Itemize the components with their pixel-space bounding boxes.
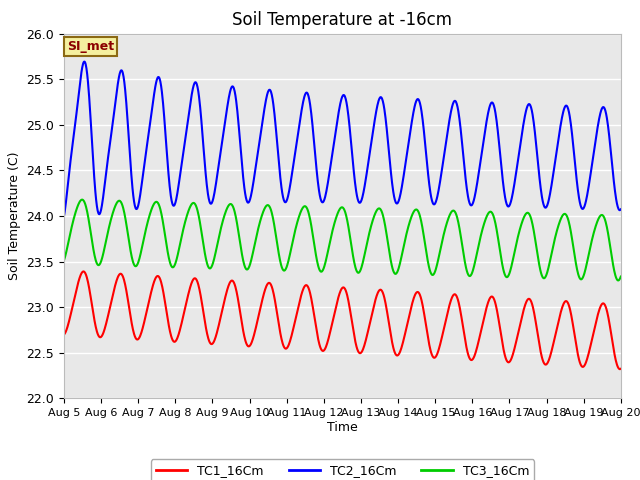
TC3_16Cm [184, 209, 192, 215]
TC1_16Cm [429, 354, 437, 360]
TC1_16Cm [184, 292, 192, 298]
TC3_16Cm [78, 197, 86, 203]
TC2_16Cm [184, 115, 192, 121]
TC1_16Cm [617, 366, 625, 372]
X-axis label: Time: Time [327, 421, 358, 434]
TC1_16Cm [246, 342, 254, 348]
TC2_16Cm [246, 195, 254, 201]
Line: TC3_16Cm: TC3_16Cm [64, 200, 621, 280]
Line: TC2_16Cm: TC2_16Cm [64, 61, 621, 216]
TC2_16Cm [502, 198, 509, 204]
TC1_16Cm [616, 366, 624, 372]
TC3_16Cm [614, 277, 622, 283]
TC1_16Cm [551, 334, 559, 339]
Legend: TC1_16Cm, TC2_16Cm, TC3_16Cm: TC1_16Cm, TC2_16Cm, TC3_16Cm [151, 459, 534, 480]
TC3_16Cm [551, 235, 559, 241]
Title: Soil Temperature at -16cm: Soil Temperature at -16cm [232, 11, 452, 29]
TC2_16Cm [171, 202, 179, 207]
Text: SI_met: SI_met [67, 40, 114, 53]
TC3_16Cm [171, 262, 179, 268]
TC3_16Cm [246, 260, 254, 265]
TC1_16Cm [60, 332, 68, 337]
TC3_16Cm [502, 274, 509, 279]
TC2_16Cm [429, 201, 437, 206]
TC2_16Cm [60, 213, 68, 219]
Y-axis label: Soil Temperature (C): Soil Temperature (C) [8, 152, 21, 280]
TC3_16Cm [429, 272, 437, 277]
TC3_16Cm [60, 257, 68, 263]
TC2_16Cm [551, 159, 559, 165]
TC2_16Cm [81, 59, 88, 64]
TC1_16Cm [79, 269, 87, 275]
TC3_16Cm [617, 274, 625, 279]
Line: TC1_16Cm: TC1_16Cm [64, 272, 621, 369]
TC1_16Cm [171, 339, 179, 345]
TC1_16Cm [502, 356, 509, 361]
TC2_16Cm [617, 206, 625, 212]
